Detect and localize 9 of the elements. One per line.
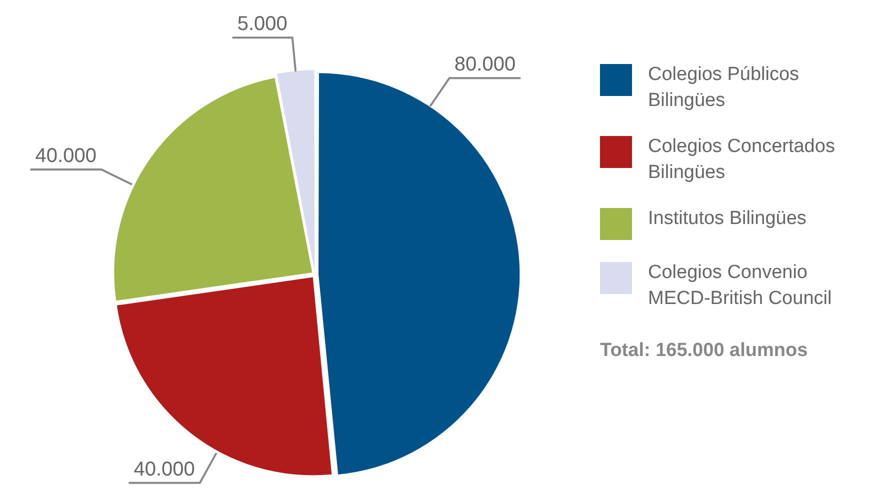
data-label: 40.000 <box>35 144 96 167</box>
data-label: 5.000 <box>237 13 288 36</box>
legend-label: Institutos Bilingües <box>648 207 808 231</box>
legend-label: Colegios Públicos Bilingües <box>648 63 800 113</box>
text: Total: 165.000 alumnos <box>600 340 809 362</box>
legend-label: Colegios Convenio MECD-British Council <box>648 261 833 311</box>
data-label: 40.000 <box>134 458 195 480</box>
legend-label: Colegios Concertados Bilingües <box>648 135 836 185</box>
data-label: 80.000 <box>454 54 516 76</box>
